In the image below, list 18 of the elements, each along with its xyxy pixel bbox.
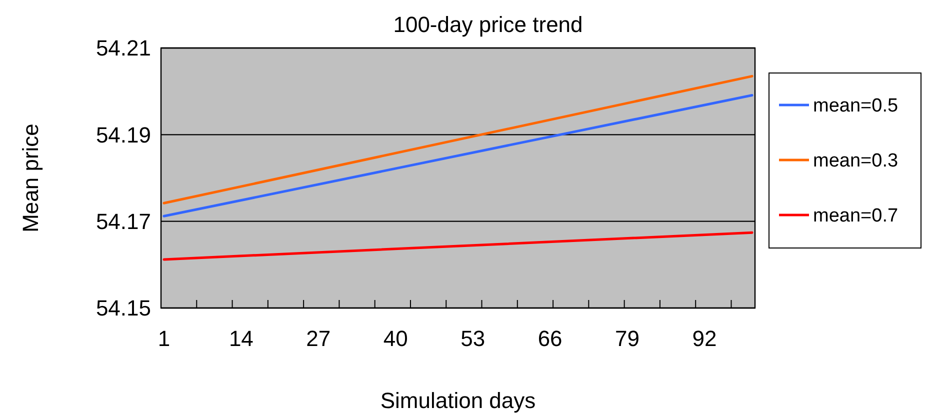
legend-label: mean=0.5 xyxy=(813,96,898,117)
y-tick-label: 54.15 xyxy=(96,296,151,321)
x-axis-title: Simulation days xyxy=(380,388,536,413)
x-tick-label: 66 xyxy=(538,326,562,351)
legend-label: mean=0.7 xyxy=(813,206,898,227)
chart-title: 100-day price trend xyxy=(393,12,583,37)
y-tick-label: 54.17 xyxy=(96,209,151,234)
x-tick-label: 27 xyxy=(306,326,331,351)
y-tick-label: 54.19 xyxy=(96,122,151,148)
x-tick-label: 1 xyxy=(158,326,170,351)
legend-label: mean=0.3 xyxy=(813,150,898,172)
x-tick-label: 92 xyxy=(692,326,717,351)
x-tick-label: 53 xyxy=(460,326,486,351)
x-tick-label: 14 xyxy=(228,326,254,351)
x-tick-label: 40 xyxy=(383,326,408,351)
y-axis-title: Mean price xyxy=(18,124,43,232)
y-tick-label: 54.21 xyxy=(96,36,151,61)
x-tick-label: 79 xyxy=(615,326,640,351)
